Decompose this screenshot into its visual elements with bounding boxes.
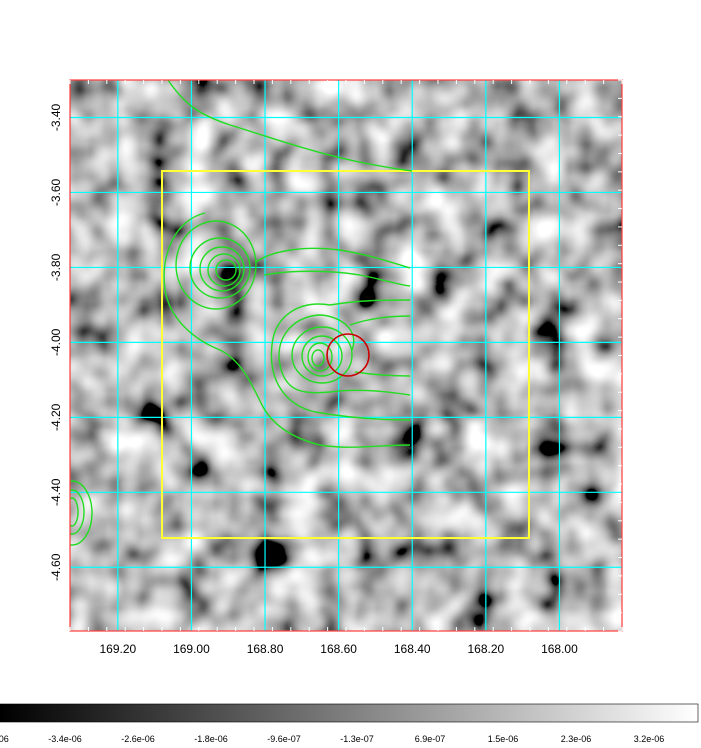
x-tick-label: 168.80 (247, 642, 284, 656)
colorbar-label: -1.3e-07 (340, 734, 374, 744)
contour-line (167, 80, 413, 172)
map-image (70, 80, 622, 631)
y-tick-label: -4.20 (49, 403, 63, 431)
contour-line (255, 247, 411, 269)
y-tick-label: -4.60 (49, 553, 63, 581)
y-tick-label: -3.60 (49, 178, 63, 206)
y-axis-labels: -3.40 -3.60 -3.80 -4.00 -4.20 -4.40 -4.60 (49, 103, 63, 580)
contour-overlay (70, 80, 413, 546)
colorbar-label: 1.5e-06 (488, 734, 519, 744)
contour-ring (301, 335, 343, 377)
colorbar-label: 2.3e-06 (561, 734, 592, 744)
colorbar (0, 703, 699, 723)
colorbar-labels: -4.2e-06 -3.4e-06 -2.6e-06 -1.8e-06 -9.6e-07… (0, 734, 665, 744)
x-tick-label: 168.60 (320, 642, 357, 656)
source-marker-circle (326, 333, 370, 377)
frame-ticks (69, 79, 623, 632)
colorbar-label: 3.2e-06 (634, 734, 665, 744)
contour-ring (70, 489, 85, 535)
contour-ring (175, 220, 257, 310)
x-tick-label: 168.00 (541, 642, 578, 656)
contour-ring (311, 349, 325, 367)
y-tick-label: -3.80 (49, 253, 63, 281)
x-axis-labels: 169.20 169.00 168.80 168.60 168.40 168.20 168.… (99, 642, 578, 656)
contour-line (270, 303, 411, 421)
colorbar-label: 6.9e-07 (415, 734, 446, 744)
contour-ring (189, 237, 251, 299)
y-tick-label: -3.40 (49, 103, 63, 131)
colorbar-label: -4.2e-06 (0, 734, 9, 744)
x-tick-label: 168.40 (394, 642, 431, 656)
contour-line (278, 314, 411, 396)
x-tick-label: 169.00 (173, 642, 210, 656)
contour-ring (70, 497, 79, 527)
contour-ring (215, 259, 237, 281)
contour-line (163, 212, 411, 448)
contour-ring (307, 342, 333, 372)
colorbar-label: -3.4e-06 (48, 734, 82, 744)
colorbar-label: -2.6e-06 (121, 734, 155, 744)
contour-line (329, 299, 411, 306)
y-tick-label: -4.00 (49, 328, 63, 356)
contour-ring (291, 326, 353, 384)
contour-ring (207, 253, 241, 287)
colorbar-label: -9.6e-07 (267, 734, 301, 744)
y-tick-label: -4.40 (49, 478, 63, 506)
x-tick-label: 169.20 (99, 642, 136, 656)
contour-line (263, 270, 411, 287)
contour-line (349, 315, 411, 326)
colorbar-label: -1.8e-06 (194, 734, 228, 744)
contour-ring (199, 246, 245, 292)
x-tick-label: 168.20 (467, 642, 504, 656)
region-box (161, 170, 530, 539)
contour-ring (70, 480, 93, 546)
